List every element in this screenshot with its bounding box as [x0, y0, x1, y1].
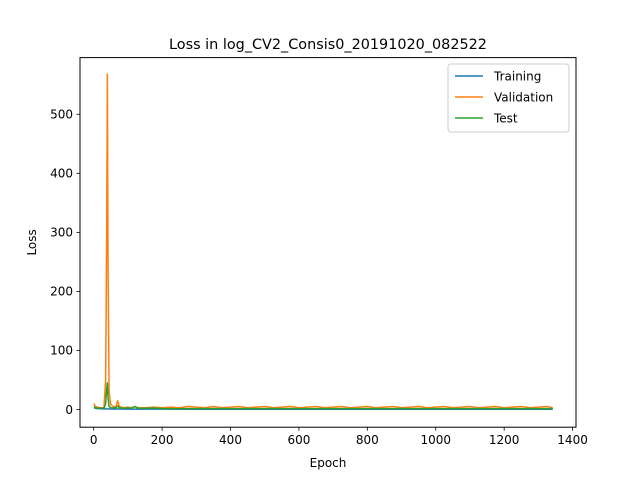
series-line-test — [93, 382, 553, 410]
y-tick-label: 300 — [50, 226, 73, 240]
x-axis-title: Epoch — [310, 456, 347, 470]
x-tick-label: 1400 — [557, 433, 588, 447]
legend-label-validation: Validation — [494, 90, 553, 104]
y-axis-ticks: 0 100 200 300 400 500 — [50, 108, 80, 417]
x-tick-label: 1200 — [489, 433, 520, 447]
x-tick-label: 400 — [219, 433, 242, 447]
legend-label-training: Training — [493, 69, 541, 83]
y-tick-label: 200 — [50, 285, 73, 299]
x-tick-label: 800 — [356, 433, 379, 447]
x-tick-label: 200 — [151, 433, 174, 447]
x-tick-label: 600 — [287, 433, 310, 447]
x-tick-label: 0 — [90, 433, 98, 447]
chart-title: Loss in log_CV2_Consis0_20191020_082522 — [169, 37, 487, 53]
series-line-validation — [93, 73, 553, 409]
x-axis-ticks: 0 200 400 600 800 1000 1200 1400 — [90, 427, 588, 447]
legend-label-test: Test — [493, 111, 518, 125]
series-lines — [93, 73, 553, 410]
y-tick-label: 400 — [50, 167, 73, 181]
y-tick-label: 0 — [65, 403, 73, 417]
legend: Training Validation Test — [447, 63, 570, 133]
y-tick-label: 500 — [50, 108, 73, 122]
plot-frame — [79, 57, 577, 428]
y-axis-title: Loss — [25, 229, 39, 255]
legend-box — [447, 63, 570, 133]
y-tick-label: 100 — [50, 344, 73, 358]
x-tick-label: 1000 — [420, 433, 451, 447]
